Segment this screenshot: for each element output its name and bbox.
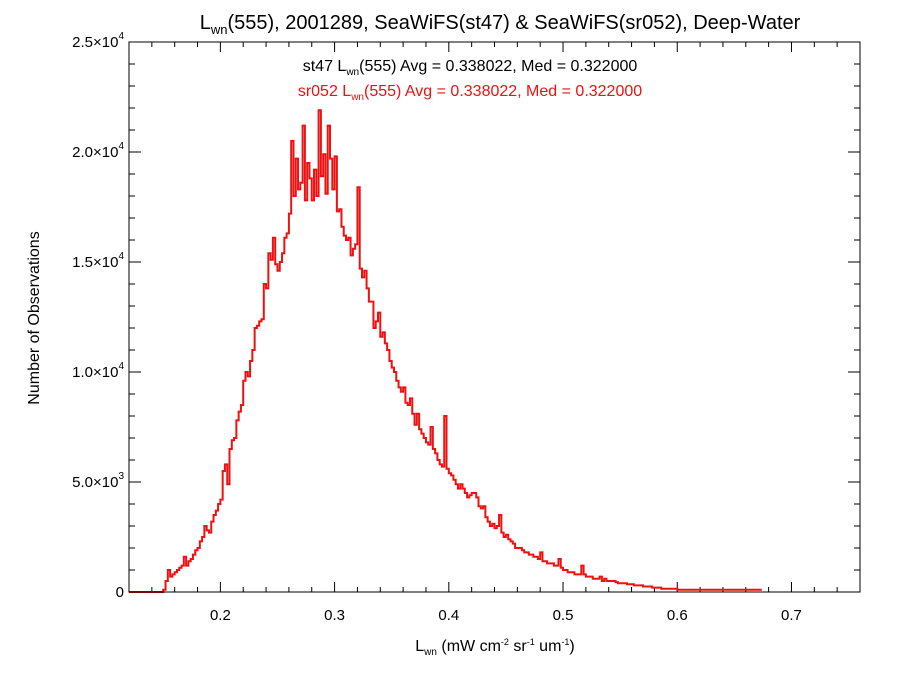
- x-tick-label: 0.5: [553, 607, 574, 624]
- stats-annotations: st47 Lwn(555) Avg = 0.338022, Med = 0.32…: [298, 58, 642, 103]
- y-tick-label: 1.5×104: [72, 251, 124, 271]
- x-tick-label: 0.2: [210, 607, 231, 624]
- y-tick-label: 0: [116, 584, 124, 601]
- x-axis-label-main: L: [415, 638, 424, 655]
- x-axis-label: Lwn (mW cm-2 sr-1 um-1): [415, 637, 575, 658]
- chart-title-rest: (555), 2001289, SeaWiFS(st47) & SeaWiFS(…: [227, 12, 800, 34]
- x-tick-labels: 0.2 0.3 0.4 0.5 0.6 0.7: [210, 607, 802, 624]
- x-axis-label-superscript-1: -2: [501, 637, 509, 647]
- y-axis-label: Number of Observations: [26, 231, 43, 404]
- x-axis-label-superscript-3: -1: [561, 637, 569, 647]
- x-axis-label-superscript-2: -1: [527, 637, 535, 647]
- plot-area-frame: [128, 41, 861, 593]
- x-axis-label-units-1: (mW cm: [437, 638, 501, 655]
- histogram-series-sr052: [129, 109, 762, 593]
- y-tick-label: 2.5×104: [72, 31, 124, 51]
- chart-title-main: L: [200, 12, 211, 34]
- x-tick-label: 0.3: [324, 607, 345, 624]
- x-axis-label-units-2: sr: [509, 638, 527, 655]
- y-tick-labels: 0 5.0×103 1.0×104 1.5×104 2.0×104 2.5×104: [72, 31, 124, 601]
- x-tick-label: 0.7: [781, 607, 802, 624]
- chart-title: Lwn(555), 2001289, SeaWiFS(st47) & SeaWi…: [200, 12, 801, 37]
- stats-annotation-1: st47 Lwn(555) Avg = 0.338022, Med = 0.32…: [303, 58, 638, 78]
- x-tick-label: 0.4: [438, 607, 459, 624]
- chart-title-subscript: wn: [210, 22, 228, 37]
- x-axis-label-units-3: um: [535, 638, 562, 655]
- x-axis-label-subscript: wn: [423, 647, 437, 658]
- y-tick-label: 1.0×104: [72, 361, 124, 381]
- x-tick-label: 0.6: [667, 607, 688, 624]
- x-axis-label-units-4: ): [569, 638, 574, 655]
- stats-annotation-2: sr052 Lwn(555) Avg = 0.338022, Med = 0.3…: [298, 83, 642, 103]
- y-tick-label: 2.0×104: [72, 141, 124, 161]
- y-tick-label: 5.0×103: [72, 471, 124, 491]
